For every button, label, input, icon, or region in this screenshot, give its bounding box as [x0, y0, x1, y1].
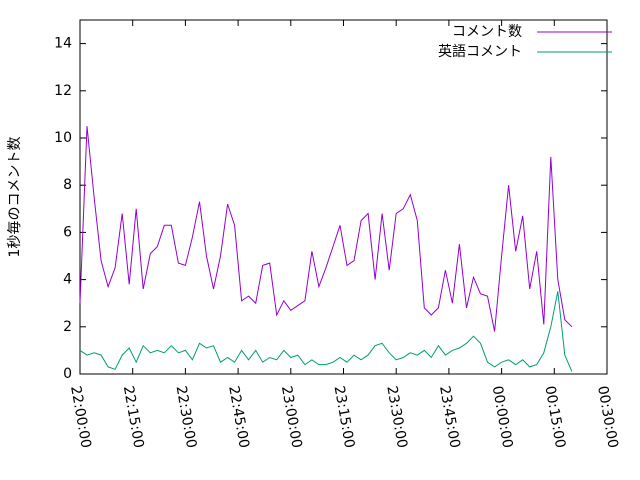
y-tick-label: 8: [63, 177, 72, 193]
y-tick-label: 12: [54, 83, 72, 99]
series-line: [79, 291, 573, 372]
x-tick-label: 23:30:00: [383, 385, 410, 450]
y-tick-label: 10: [54, 130, 72, 146]
plot-frame: [79, 19, 608, 375]
x-tick-label: 00:15:00: [541, 385, 568, 450]
x-tick-label: 00:00:00: [489, 385, 516, 450]
legend-label: 英語コメント: [438, 43, 522, 60]
y-tick-label: 14: [54, 36, 72, 52]
y-axis-label: 1秒毎のコメント数: [7, 137, 23, 258]
series-line: [79, 126, 573, 332]
x-tick-label: 23:45:00: [436, 385, 463, 450]
x-tick-label: 22:30:00: [173, 385, 200, 450]
x-tick-label: 23:15:00: [331, 385, 358, 450]
y-tick-label: 4: [63, 272, 72, 288]
y-tick-label: 0: [63, 366, 72, 382]
y-tick-label: 6: [63, 224, 72, 240]
x-tick-label: 00:30:00: [594, 385, 621, 450]
y-tick-label: 2: [63, 319, 72, 335]
x-tick-label: 22:00:00: [67, 385, 94, 450]
x-tick-label: 23:00:00: [278, 385, 305, 450]
x-tick-label: 22:45:00: [225, 385, 252, 450]
legend-label: コメント数: [452, 24, 522, 40]
x-tick-label: 22:15:00: [120, 385, 147, 450]
